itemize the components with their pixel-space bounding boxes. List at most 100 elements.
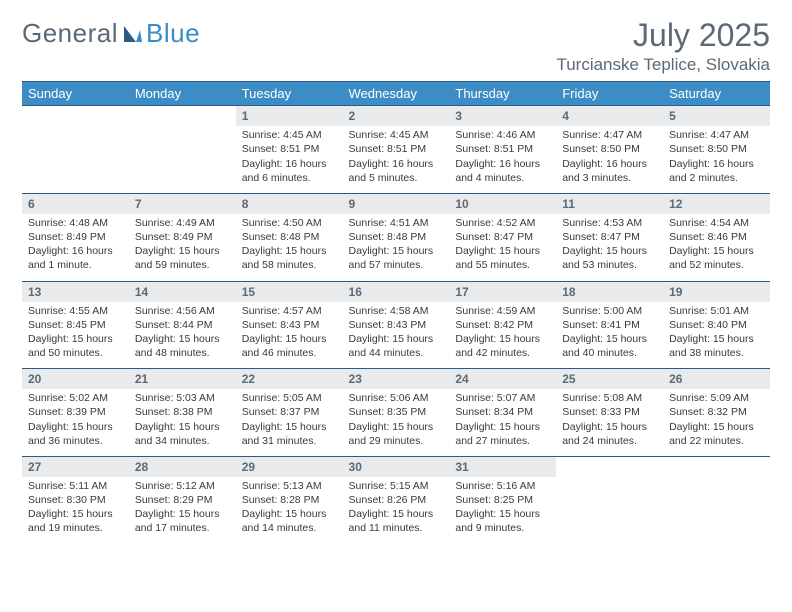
day-cell: 8Sunrise: 4:50 AMSunset: 8:48 PMDaylight…: [236, 193, 343, 281]
day-body: Sunrise: 5:02 AMSunset: 8:39 PMDaylight:…: [22, 389, 129, 456]
day-line: Sunrise: 5:08 AM: [562, 391, 657, 405]
day-number: 27: [22, 457, 129, 477]
day-line: Sunset: 8:48 PM: [242, 230, 337, 244]
day-line: Sunset: 8:34 PM: [455, 405, 550, 419]
day-body: [22, 126, 129, 192]
day-number: 6: [22, 194, 129, 214]
day-line: Sunrise: 4:57 AM: [242, 304, 337, 318]
day-number: 14: [129, 282, 236, 302]
day-line: Daylight: 16 hours: [669, 157, 764, 171]
day-line: Daylight: 15 hours: [562, 420, 657, 434]
day-body: Sunrise: 4:49 AMSunset: 8:49 PMDaylight:…: [129, 214, 236, 281]
day-line: Sunrise: 4:50 AM: [242, 216, 337, 230]
day-cell: 20Sunrise: 5:02 AMSunset: 8:39 PMDayligh…: [22, 369, 129, 457]
day-line: Daylight: 16 hours: [28, 244, 123, 258]
day-line: Sunrise: 4:48 AM: [28, 216, 123, 230]
day-line: Daylight: 16 hours: [562, 157, 657, 171]
day-line: Sunrise: 5:16 AM: [455, 479, 550, 493]
day-line: Sunrise: 5:12 AM: [135, 479, 230, 493]
day-line: Sunrise: 4:45 AM: [349, 128, 444, 142]
day-cell: 25Sunrise: 5:08 AMSunset: 8:33 PMDayligh…: [556, 369, 663, 457]
day-line: and 53 minutes.: [562, 258, 657, 272]
day-line: and 46 minutes.: [242, 346, 337, 360]
day-line: Daylight: 15 hours: [455, 507, 550, 521]
location: Turcianske Teplice, Slovakia: [556, 55, 770, 75]
weekday-header: Sunday: [22, 82, 129, 106]
day-cell: 17Sunrise: 4:59 AMSunset: 8:42 PMDayligh…: [449, 281, 556, 369]
day-line: and 29 minutes.: [349, 434, 444, 448]
day-line: Sunrise: 5:07 AM: [455, 391, 550, 405]
day-line: Sunrise: 5:15 AM: [349, 479, 444, 493]
day-line: Sunset: 8:39 PM: [28, 405, 123, 419]
day-body: Sunrise: 5:07 AMSunset: 8:34 PMDaylight:…: [449, 389, 556, 456]
day-line: Daylight: 15 hours: [242, 507, 337, 521]
day-line: Daylight: 15 hours: [669, 244, 764, 258]
day-number: 5: [663, 106, 770, 126]
day-number: 19: [663, 282, 770, 302]
day-line: Sunset: 8:47 PM: [455, 230, 550, 244]
day-line: and 27 minutes.: [455, 434, 550, 448]
day-body: Sunrise: 4:51 AMSunset: 8:48 PMDaylight:…: [343, 214, 450, 281]
day-cell: 9Sunrise: 4:51 AMSunset: 8:48 PMDaylight…: [343, 193, 450, 281]
brand-part1: General: [22, 18, 118, 49]
day-body: Sunrise: 4:54 AMSunset: 8:46 PMDaylight:…: [663, 214, 770, 281]
day-line: Sunrise: 4:55 AM: [28, 304, 123, 318]
day-line: and 40 minutes.: [562, 346, 657, 360]
day-number: 21: [129, 369, 236, 389]
day-body: Sunrise: 5:11 AMSunset: 8:30 PMDaylight:…: [22, 477, 129, 544]
day-line: Daylight: 15 hours: [349, 332, 444, 346]
day-line: and 44 minutes.: [349, 346, 444, 360]
day-cell: 6 Sunrise: 4:48 AMSunset: 8:49 PMDaylight…: [22, 193, 129, 281]
sail-icon: [122, 24, 144, 44]
day-line: Sunrise: 4:45 AM: [242, 128, 337, 142]
week-row: 27Sunrise: 5:11 AMSunset: 8:30 PMDayligh…: [22, 456, 770, 543]
day-cell: [663, 456, 770, 543]
day-body: Sunrise: 4:53 AMSunset: 8:47 PMDaylight:…: [556, 214, 663, 281]
day-number: 1: [236, 106, 343, 126]
day-number: 15: [236, 282, 343, 302]
calendar-body: 1Sunrise: 4:45 AMSunset: 8:51 PMDaylight…: [22, 106, 770, 544]
day-body: Sunrise: 4:50 AMSunset: 8:48 PMDaylight:…: [236, 214, 343, 281]
day-line: Sunrise: 5:00 AM: [562, 304, 657, 318]
day-line: Daylight: 16 hours: [349, 157, 444, 171]
day-line: and 34 minutes.: [135, 434, 230, 448]
day-line: Sunset: 8:40 PM: [669, 318, 764, 332]
day-cell: [129, 106, 236, 194]
day-line: Daylight: 15 hours: [28, 507, 123, 521]
day-line: and 22 minutes.: [669, 434, 764, 448]
day-line: Sunrise: 4:46 AM: [455, 128, 550, 142]
day-line: Sunrise: 5:03 AM: [135, 391, 230, 405]
day-number: 4: [556, 106, 663, 126]
day-cell: 2Sunrise: 4:45 AMSunset: 8:51 PMDaylight…: [343, 106, 450, 194]
day-line: Daylight: 16 hours: [242, 157, 337, 171]
day-line: Daylight: 15 hours: [135, 420, 230, 434]
day-body: Sunrise: 4:58 AMSunset: 8:43 PMDaylight:…: [343, 302, 450, 369]
day-body: Sunrise: 4:52 AMSunset: 8:47 PMDaylight:…: [449, 214, 556, 281]
day-line: Sunrise: 4:49 AM: [135, 216, 230, 230]
day-line: Sunrise: 4:53 AM: [562, 216, 657, 230]
day-line: Daylight: 15 hours: [562, 332, 657, 346]
day-cell: 15Sunrise: 4:57 AMSunset: 8:43 PMDayligh…: [236, 281, 343, 369]
month-title: July 2025: [556, 18, 770, 53]
day-line: Sunrise: 4:47 AM: [669, 128, 764, 142]
day-cell: 22Sunrise: 5:05 AMSunset: 8:37 PMDayligh…: [236, 369, 343, 457]
day-cell: 1Sunrise: 4:45 AMSunset: 8:51 PMDaylight…: [236, 106, 343, 194]
day-cell: 12Sunrise: 4:54 AMSunset: 8:46 PMDayligh…: [663, 193, 770, 281]
weekday-header: Monday: [129, 82, 236, 106]
day-line: Sunset: 8:28 PM: [242, 493, 337, 507]
day-line: and 24 minutes.: [562, 434, 657, 448]
day-cell: 13Sunrise: 4:55 AMSunset: 8:45 PMDayligh…: [22, 281, 129, 369]
day-number: 10: [449, 194, 556, 214]
day-line: Daylight: 15 hours: [242, 244, 337, 258]
day-line: Sunset: 8:37 PM: [242, 405, 337, 419]
day-body: Sunrise: 5:15 AMSunset: 8:26 PMDaylight:…: [343, 477, 450, 544]
day-line: and 31 minutes.: [242, 434, 337, 448]
day-line: Sunrise: 4:58 AM: [349, 304, 444, 318]
day-cell: 26Sunrise: 5:09 AMSunset: 8:32 PMDayligh…: [663, 369, 770, 457]
day-line: Sunset: 8:47 PM: [562, 230, 657, 244]
day-line: Daylight: 16 hours: [455, 157, 550, 171]
day-line: and 1 minute.: [28, 258, 123, 272]
day-line: Sunset: 8:51 PM: [349, 142, 444, 156]
day-line: Sunset: 8:49 PM: [28, 230, 123, 244]
day-body: Sunrise: 5:01 AMSunset: 8:40 PMDaylight:…: [663, 302, 770, 369]
